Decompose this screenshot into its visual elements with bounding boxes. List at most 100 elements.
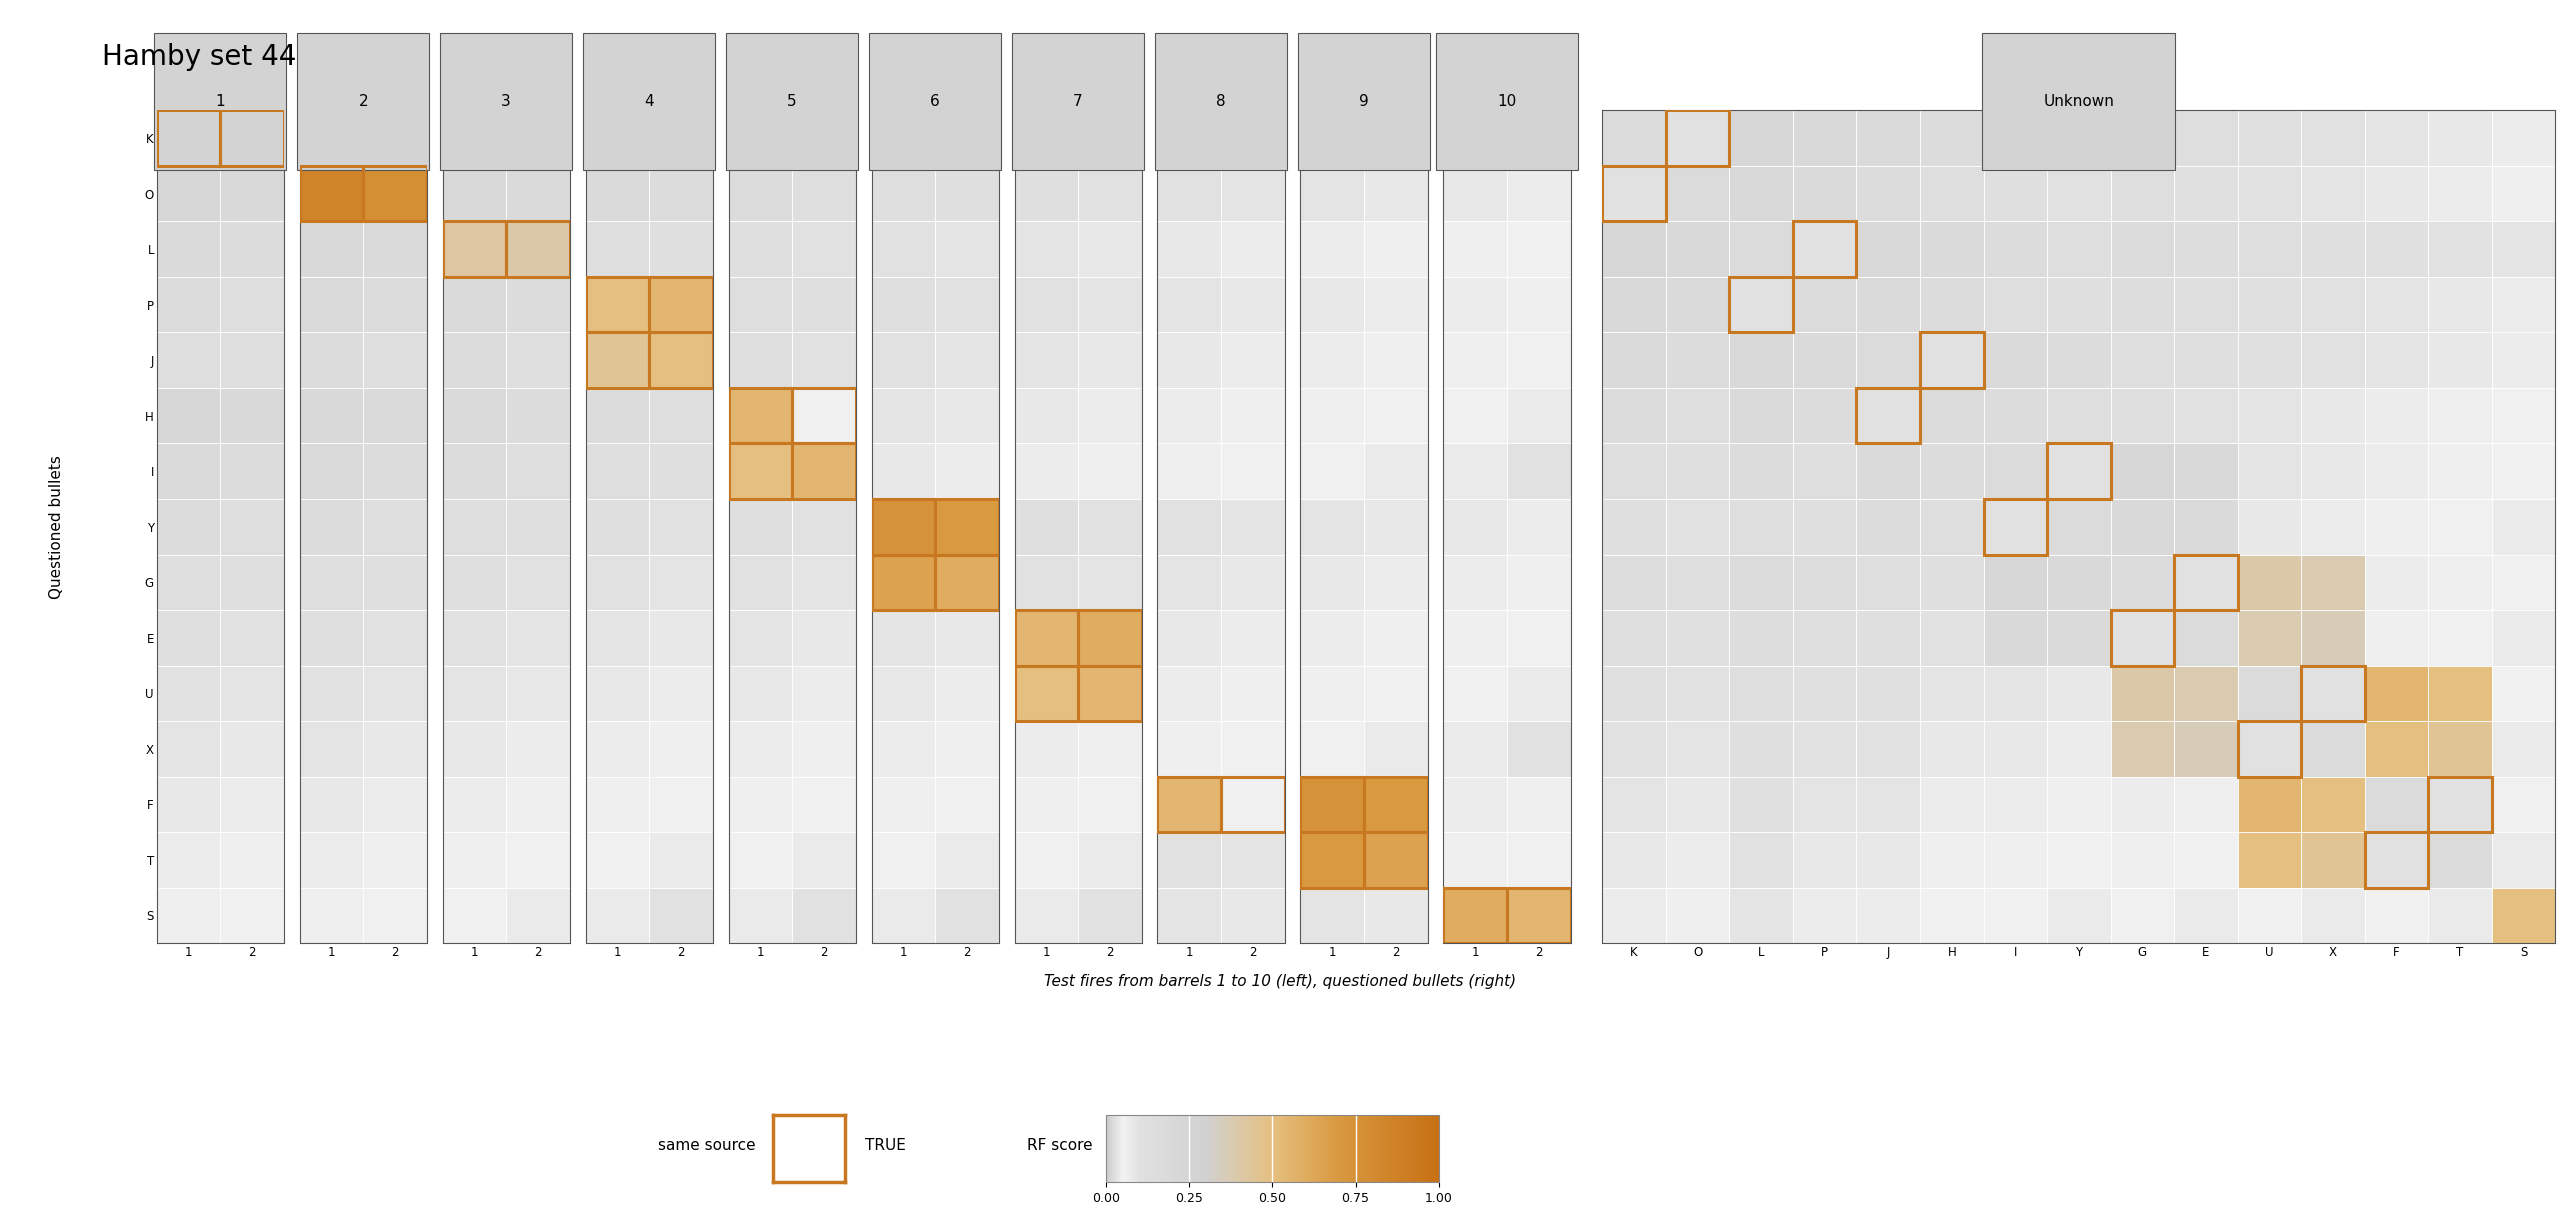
Bar — [934, 277, 998, 332]
Bar — [156, 165, 220, 222]
Bar — [2048, 499, 2109, 555]
Bar — [2173, 222, 2237, 277]
Bar — [934, 722, 998, 777]
Bar — [1920, 277, 1984, 332]
Bar — [1603, 665, 1667, 722]
Bar — [791, 277, 855, 332]
Bar — [1157, 165, 1221, 222]
Bar — [1221, 610, 1285, 665]
Bar — [443, 665, 507, 722]
Bar — [2237, 222, 2301, 277]
Bar — [1792, 110, 1856, 165]
Bar — [870, 722, 934, 777]
Bar — [1984, 165, 2048, 222]
Bar — [2173, 110, 2237, 165]
Bar — [2301, 277, 2365, 332]
Bar — [934, 555, 998, 610]
Bar — [1731, 332, 1792, 388]
Bar — [2301, 165, 2365, 222]
Bar — [650, 610, 712, 665]
Bar — [870, 277, 934, 332]
Bar — [2301, 110, 2365, 165]
Bar — [2365, 443, 2429, 499]
Bar — [1078, 499, 1142, 555]
Bar — [443, 222, 507, 277]
Bar — [220, 443, 284, 499]
Bar — [2491, 610, 2555, 665]
Bar — [2109, 499, 2173, 555]
Bar — [2237, 443, 2301, 499]
Bar — [1731, 555, 1792, 610]
Bar — [1667, 555, 1731, 610]
Bar — [156, 332, 220, 388]
Bar — [2429, 499, 2491, 555]
Bar — [364, 388, 428, 443]
Title: 5: 5 — [788, 94, 796, 109]
Bar — [220, 555, 284, 610]
Bar — [300, 888, 364, 943]
Bar — [2491, 165, 2555, 222]
Bar — [1603, 443, 1667, 499]
Bar — [220, 888, 284, 943]
Bar — [2365, 165, 2429, 222]
Bar — [2429, 832, 2491, 888]
Bar — [1300, 888, 1364, 943]
Bar — [586, 165, 650, 222]
Bar — [1856, 610, 1920, 665]
Bar — [2429, 277, 2491, 332]
Bar — [2491, 110, 2555, 165]
Bar — [586, 332, 650, 388]
Bar — [730, 388, 791, 443]
Bar — [1444, 888, 1508, 943]
Bar — [730, 165, 791, 222]
Bar — [220, 110, 284, 165]
Bar — [934, 499, 998, 555]
Bar — [2429, 388, 2491, 443]
Bar — [1364, 722, 1428, 777]
Bar — [1014, 110, 1078, 165]
Bar — [507, 722, 571, 777]
Bar — [2109, 610, 2173, 665]
Bar — [1984, 888, 2048, 943]
Bar — [1920, 332, 1984, 388]
Bar — [2491, 499, 2555, 555]
Bar — [443, 722, 507, 777]
Bar — [2237, 110, 2301, 165]
Bar — [791, 222, 855, 277]
Bar — [156, 499, 220, 555]
Bar — [1221, 110, 1285, 165]
Bar — [1300, 110, 1364, 165]
Bar — [2429, 665, 2491, 722]
Bar — [507, 443, 571, 499]
Bar — [1014, 888, 1078, 943]
Bar — [1667, 499, 1731, 555]
Title: 9: 9 — [1359, 94, 1370, 109]
Text: Questioned bullets: Questioned bullets — [49, 454, 64, 599]
Bar — [364, 832, 428, 888]
Bar — [2491, 777, 2555, 832]
Bar — [1508, 777, 1569, 832]
Bar — [2365, 555, 2429, 610]
Bar — [1078, 665, 1142, 722]
Bar — [2173, 555, 2237, 610]
Bar — [650, 110, 712, 165]
Bar — [1078, 165, 1142, 222]
Bar — [300, 610, 364, 665]
Bar — [1444, 110, 1508, 165]
Bar — [2301, 777, 2365, 832]
Bar — [650, 665, 712, 722]
Bar — [300, 277, 364, 332]
Bar — [2048, 443, 2109, 499]
Bar — [364, 165, 428, 222]
Bar — [1300, 443, 1364, 499]
Title: 3: 3 — [502, 94, 512, 109]
Bar — [934, 443, 998, 499]
Bar — [1221, 388, 1285, 443]
Bar — [586, 832, 650, 888]
Bar — [870, 777, 934, 832]
Bar — [507, 665, 571, 722]
Bar — [1792, 610, 1856, 665]
Bar — [1920, 722, 1984, 777]
Bar — [2301, 665, 2365, 722]
Bar — [586, 499, 650, 555]
